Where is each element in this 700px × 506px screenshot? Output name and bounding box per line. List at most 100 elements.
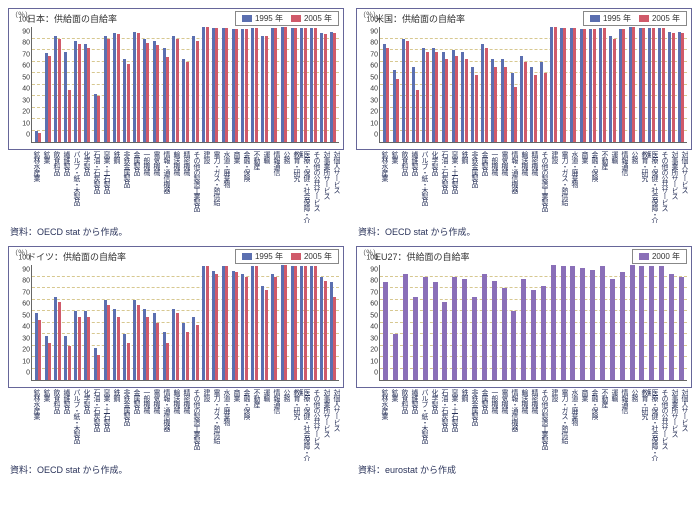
x-tick-label: 繊維製品 bbox=[60, 151, 70, 223]
bar bbox=[48, 56, 51, 142]
x-tick-label: 鉱業 bbox=[40, 151, 50, 223]
legend: 1995 年2005 年 bbox=[583, 11, 687, 26]
bar bbox=[554, 27, 557, 142]
x-tick-label: 運輸 bbox=[608, 151, 618, 223]
bar bbox=[570, 266, 575, 380]
panel-japan: （％）日本：供給面の自給率1995 年2005 年010203040506070… bbox=[8, 8, 344, 238]
category-group bbox=[43, 27, 53, 142]
x-tick-label: 電気機械 bbox=[498, 151, 508, 223]
bar bbox=[679, 277, 684, 381]
category-group bbox=[450, 27, 460, 142]
x-tick-label: 金属製品 bbox=[130, 151, 140, 223]
bar bbox=[117, 34, 120, 142]
bar bbox=[593, 29, 596, 142]
bars-container bbox=[32, 265, 339, 380]
plot-area: 0102030405060708090100 bbox=[31, 265, 339, 381]
bars-container bbox=[380, 265, 687, 380]
category-group bbox=[450, 265, 460, 380]
bar bbox=[255, 266, 258, 380]
category-group bbox=[72, 265, 82, 380]
bar bbox=[583, 29, 586, 142]
chart-title: EU27：供給面の自給率 bbox=[375, 250, 470, 263]
x-tick-label: 飲食料品 bbox=[398, 151, 408, 223]
bar bbox=[649, 266, 654, 380]
x-tick-label: 公務 bbox=[280, 389, 290, 461]
bar bbox=[274, 277, 277, 381]
legend-item: 2005 年 bbox=[291, 251, 332, 262]
bar bbox=[324, 281, 327, 380]
bar bbox=[465, 59, 468, 142]
x-tick-label: 対個人サービス bbox=[330, 151, 340, 223]
x-labels: 鉱林水産業鉱業飲食料品繊維製品パルプ・紙・木製品化学製品石油・石炭製品窯業・土石… bbox=[356, 389, 692, 461]
y-tick-label: 60 bbox=[360, 63, 378, 70]
x-tick-label: 対個人サービス bbox=[678, 389, 688, 461]
category-group bbox=[161, 27, 171, 142]
y-tick-label: 90 bbox=[12, 28, 30, 35]
category-group bbox=[112, 27, 122, 142]
bar bbox=[426, 52, 429, 142]
category-group bbox=[269, 27, 279, 142]
x-tick-label: 繊維製品 bbox=[408, 389, 418, 461]
x-tick-label: 不動産 bbox=[598, 389, 608, 461]
category-group bbox=[220, 27, 230, 142]
bar bbox=[196, 325, 199, 380]
x-tick-label: 一般機械 bbox=[488, 389, 498, 461]
x-tick-label: 飲食料品 bbox=[398, 389, 408, 461]
x-tick-label: 精密機械 bbox=[528, 151, 538, 223]
bar bbox=[494, 67, 497, 142]
x-tick-label: 教育・研究 bbox=[638, 389, 648, 461]
y-tick-label: 60 bbox=[360, 301, 378, 308]
x-tick-label: パルプ・紙・木製品 bbox=[70, 151, 80, 223]
category-group bbox=[318, 27, 328, 142]
y-tick-label: 50 bbox=[360, 74, 378, 81]
x-tick-label: 電力・ガス・熱供給 bbox=[558, 151, 568, 223]
category-group bbox=[240, 265, 250, 380]
x-tick-label: 金属製品 bbox=[478, 389, 488, 461]
category-group bbox=[191, 27, 201, 142]
chart-title: 日本：供給面の自給率 bbox=[27, 12, 117, 25]
bar bbox=[551, 265, 556, 380]
bar bbox=[68, 90, 71, 142]
x-tick-label: 教育・研究 bbox=[290, 389, 300, 461]
category-group bbox=[63, 265, 73, 380]
chart-box: （％）米国：供給面の自給率1995 年2005 年010203040506070… bbox=[356, 8, 692, 150]
bar bbox=[274, 28, 277, 142]
x-tick-label: 水道・廃棄物 bbox=[568, 151, 578, 223]
category-group bbox=[391, 265, 401, 380]
x-tick-label: 飲食料品 bbox=[50, 389, 60, 461]
bar bbox=[87, 317, 90, 380]
bars-container bbox=[32, 27, 339, 142]
x-tick-label: 建設 bbox=[548, 151, 558, 223]
bar bbox=[146, 317, 149, 380]
bar bbox=[455, 56, 458, 142]
x-tick-label: 化学製品 bbox=[80, 151, 90, 223]
category-group bbox=[637, 27, 647, 142]
bar bbox=[482, 274, 487, 380]
category-group bbox=[411, 27, 421, 142]
category-group bbox=[647, 265, 657, 380]
category-group bbox=[509, 27, 519, 142]
category-group bbox=[181, 265, 191, 380]
x-tick-label: 非鉄金属製品 bbox=[120, 389, 130, 461]
category-group bbox=[82, 27, 92, 142]
bar bbox=[662, 28, 665, 142]
bar bbox=[462, 279, 467, 380]
x-tick-label: 鉱業 bbox=[388, 151, 398, 223]
bar bbox=[137, 305, 140, 380]
bar bbox=[423, 277, 428, 381]
y-tick-label: 10 bbox=[360, 358, 378, 365]
y-tick-label: 50 bbox=[12, 312, 30, 319]
x-tick-label: 情報・通信機器 bbox=[160, 389, 170, 461]
bar bbox=[107, 305, 110, 380]
chart-box: （％）ドイツ：供給面の自給率1995 年2005 年01020304050607… bbox=[8, 246, 344, 388]
category-group bbox=[598, 265, 608, 380]
x-labels: 鉱林水産業鉱業飲食料品繊維製品パルプ・紙・木製品化学製品石油・石炭製品窯業・土石… bbox=[8, 151, 344, 223]
category-group bbox=[328, 265, 338, 380]
x-tick-label: 対事業所サービス bbox=[320, 151, 330, 223]
category-group bbox=[558, 265, 568, 380]
bar bbox=[531, 290, 536, 380]
x-tick-label: 石油・石炭製品 bbox=[438, 389, 448, 461]
bar bbox=[600, 266, 605, 380]
category-group bbox=[141, 265, 151, 380]
category-group bbox=[499, 27, 509, 142]
